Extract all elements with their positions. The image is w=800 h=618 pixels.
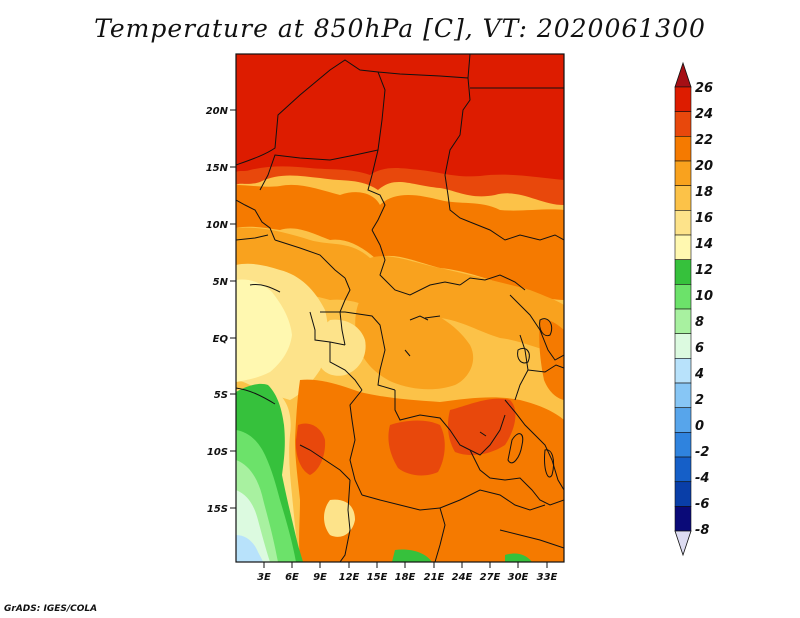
lat-label-10s: 10S [207, 447, 228, 458]
colorbar-label-20: 20 [695, 159, 713, 174]
lon-label-24e: 24E [452, 572, 473, 583]
colorbar-box [674, 210, 692, 236]
colorbar-box [674, 160, 692, 186]
colorbar-label-12: 12 [695, 263, 713, 278]
colorbar-box [674, 382, 692, 409]
lat-label-10n: 10N [206, 220, 229, 231]
colorbar-label-24: 24 [695, 107, 713, 122]
colorbar-label-minus8: -8 [695, 523, 709, 538]
colorbar-label-8: 8 [695, 315, 704, 330]
lon-label-15e: 15E [367, 572, 388, 583]
colorbar-box [674, 333, 692, 359]
colorbar-label-14: 14 [695, 237, 713, 252]
lon-label-30e: 30E [508, 572, 529, 583]
colorbar-box [674, 481, 692, 507]
map-title: Temperature at 850hPa [C], VT: 202006130… [94, 14, 706, 43]
map-frame [235, 53, 565, 563]
colorbar-label-0: 0 [695, 419, 704, 434]
latitude-axis: 20N 15N 10N 5N EQ 5S 10S 15S [206, 106, 236, 515]
lon-label-27e: 27E [480, 572, 501, 583]
colorbar: 26 24 22 20 18 16 14 12 10 8 6 4 2 0 -2 … [674, 61, 713, 557]
lat-label-5n: 5N [213, 277, 229, 288]
colorbar-label-22: 22 [695, 133, 713, 148]
colorbar-box [674, 407, 692, 433]
lon-label-18e: 18E [395, 572, 416, 583]
colorbar-label-minus2: -2 [695, 445, 709, 460]
country-borders [236, 54, 564, 562]
colorbar-box [674, 259, 692, 285]
lat-label-15n: 15N [206, 163, 229, 174]
colorbar-box [674, 358, 692, 384]
lon-label-3e: 3E [257, 572, 271, 583]
colorbar-box [674, 284, 692, 310]
colorbar-box [674, 308, 692, 334]
lat-label-5s: 5S [214, 390, 228, 401]
colorbar-label-2: 2 [695, 393, 704, 408]
colorbar-label-26: 26 [695, 81, 713, 96]
colorbar-label-10: 10 [695, 289, 713, 304]
colorbar-box [674, 136, 692, 162]
longitude-axis: 3E 6E 9E 12E 15E 18E 21E 24E 27E 30E 33E [257, 562, 558, 583]
colorbar-box [674, 86, 692, 112]
colorbar-label-18: 18 [695, 185, 713, 200]
lat-label-20n: 20N [206, 106, 229, 117]
lon-label-12e: 12E [339, 572, 360, 583]
lon-label-6e: 6E [285, 572, 299, 583]
colorbar-label-minus6: -6 [695, 497, 709, 512]
colorbar-top-arrow [674, 61, 692, 88]
colorbar-bottom-arrow [674, 530, 692, 557]
colorbar-box [674, 111, 692, 137]
colorbar-label-4: 4 [694, 367, 704, 382]
colorbar-box [674, 456, 692, 483]
colorbar-box [674, 506, 692, 532]
colorbar-box [674, 432, 692, 458]
lat-label-15s: 15S [207, 504, 228, 515]
colorbar-label-6: 6 [695, 341, 704, 356]
lon-label-9e: 9E [313, 572, 327, 583]
lat-label-eq: EQ [213, 334, 229, 345]
colorbar-box [674, 234, 692, 260]
colorbar-label-16: 16 [695, 211, 713, 226]
temperature-field [236, 54, 564, 562]
colorbar-label-minus4: -4 [695, 471, 709, 486]
colorbar-boxes [674, 86, 692, 532]
lon-label-33e: 33E [537, 572, 558, 583]
grads-credit: GrADS: IGES/COLA [4, 604, 98, 614]
lon-label-21e: 21E [424, 572, 445, 583]
colorbar-box [674, 185, 692, 211]
